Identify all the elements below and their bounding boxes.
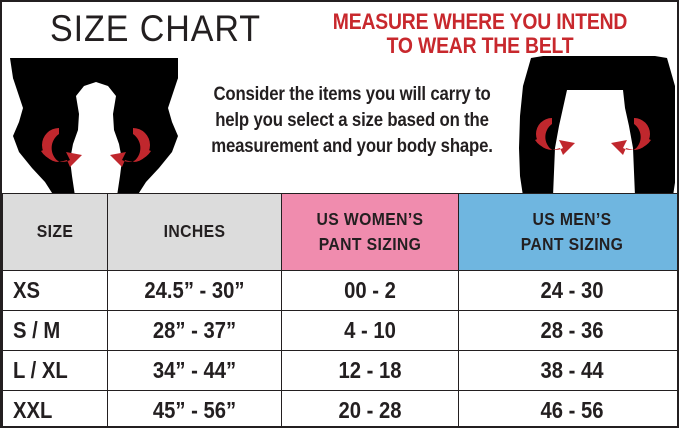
table-row: XXL 45” - 56” 20 - 28 46 - 56 [2, 390, 677, 426]
consider-line-2: help you select a size based on the [215, 108, 489, 131]
waist-measure-arrow-icon [41, 128, 151, 167]
size-table-container: SIZE INCHES US WOMEN’S PANT SIZING US ME… [2, 193, 677, 426]
table-row: XS 24.5” - 30” 00 - 2 24 - 30 [2, 270, 677, 311]
cell-size: S / M [2, 310, 108, 351]
measure-instruction-heading: MEASURE WHERE YOU INTEND TO WEAR THE BEL… [308, 10, 653, 58]
mens-torso-silhouette [507, 56, 675, 196]
cell-mens: 38 - 44 [458, 350, 677, 391]
consider-line-3: measurement and your body shape. [211, 134, 493, 157]
cell-mens: 28 - 36 [458, 310, 677, 351]
cell-womens: 20 - 28 [281, 390, 459, 426]
size-table: SIZE INCHES US WOMEN’S PANT SIZING US ME… [2, 193, 677, 426]
column-header-inches: INCHES [107, 193, 282, 271]
cell-inches: 34” - 44” [107, 350, 282, 391]
measure-heading-line-2: TO WEAR THE BELT [386, 32, 574, 58]
cell-size: L / XL [2, 350, 108, 391]
table-row: L / XL 34” - 44” 12 - 18 38 - 44 [2, 350, 677, 391]
column-header-us-womens-pant-sizing: US WOMEN’S PANT SIZING [281, 193, 459, 271]
consider-line-1: Consider the items you will carry to [213, 83, 491, 105]
cell-size: XS [2, 270, 108, 311]
column-header-size: SIZE [2, 193, 108, 271]
cell-womens: 4 - 10 [281, 310, 459, 351]
cell-mens: 24 - 30 [458, 270, 677, 311]
hero-section: SIZE CHART MEASURE WHERE YOU INTEND TO W… [2, 2, 677, 196]
cell-inches: 28” - 37” [107, 310, 282, 351]
cell-size: XXL [2, 390, 108, 426]
table-header-row: SIZE INCHES US WOMEN’S PANT SIZING US ME… [2, 193, 677, 271]
measure-heading-line-1: MEASURE WHERE YOU INTEND [332, 9, 628, 34]
cell-womens: 12 - 18 [281, 350, 459, 391]
table-row: S / M 28” - 37” 4 - 10 28 - 36 [2, 310, 677, 351]
page-title: SIZE CHART [50, 8, 261, 49]
cell-inches: 24.5” - 30” [107, 270, 282, 311]
cell-inches: 45” - 56” [107, 390, 282, 426]
waist-measure-arrow-icon [535, 118, 651, 155]
cell-womens: 00 - 2 [281, 270, 459, 311]
womens-torso-silhouette [2, 56, 192, 196]
column-header-us-mens-pant-sizing: US MEN’S PANT SIZING [458, 193, 677, 271]
consider-paragraph: Consider the items you will carry to hel… [204, 82, 500, 160]
cell-mens: 46 - 56 [458, 390, 677, 426]
